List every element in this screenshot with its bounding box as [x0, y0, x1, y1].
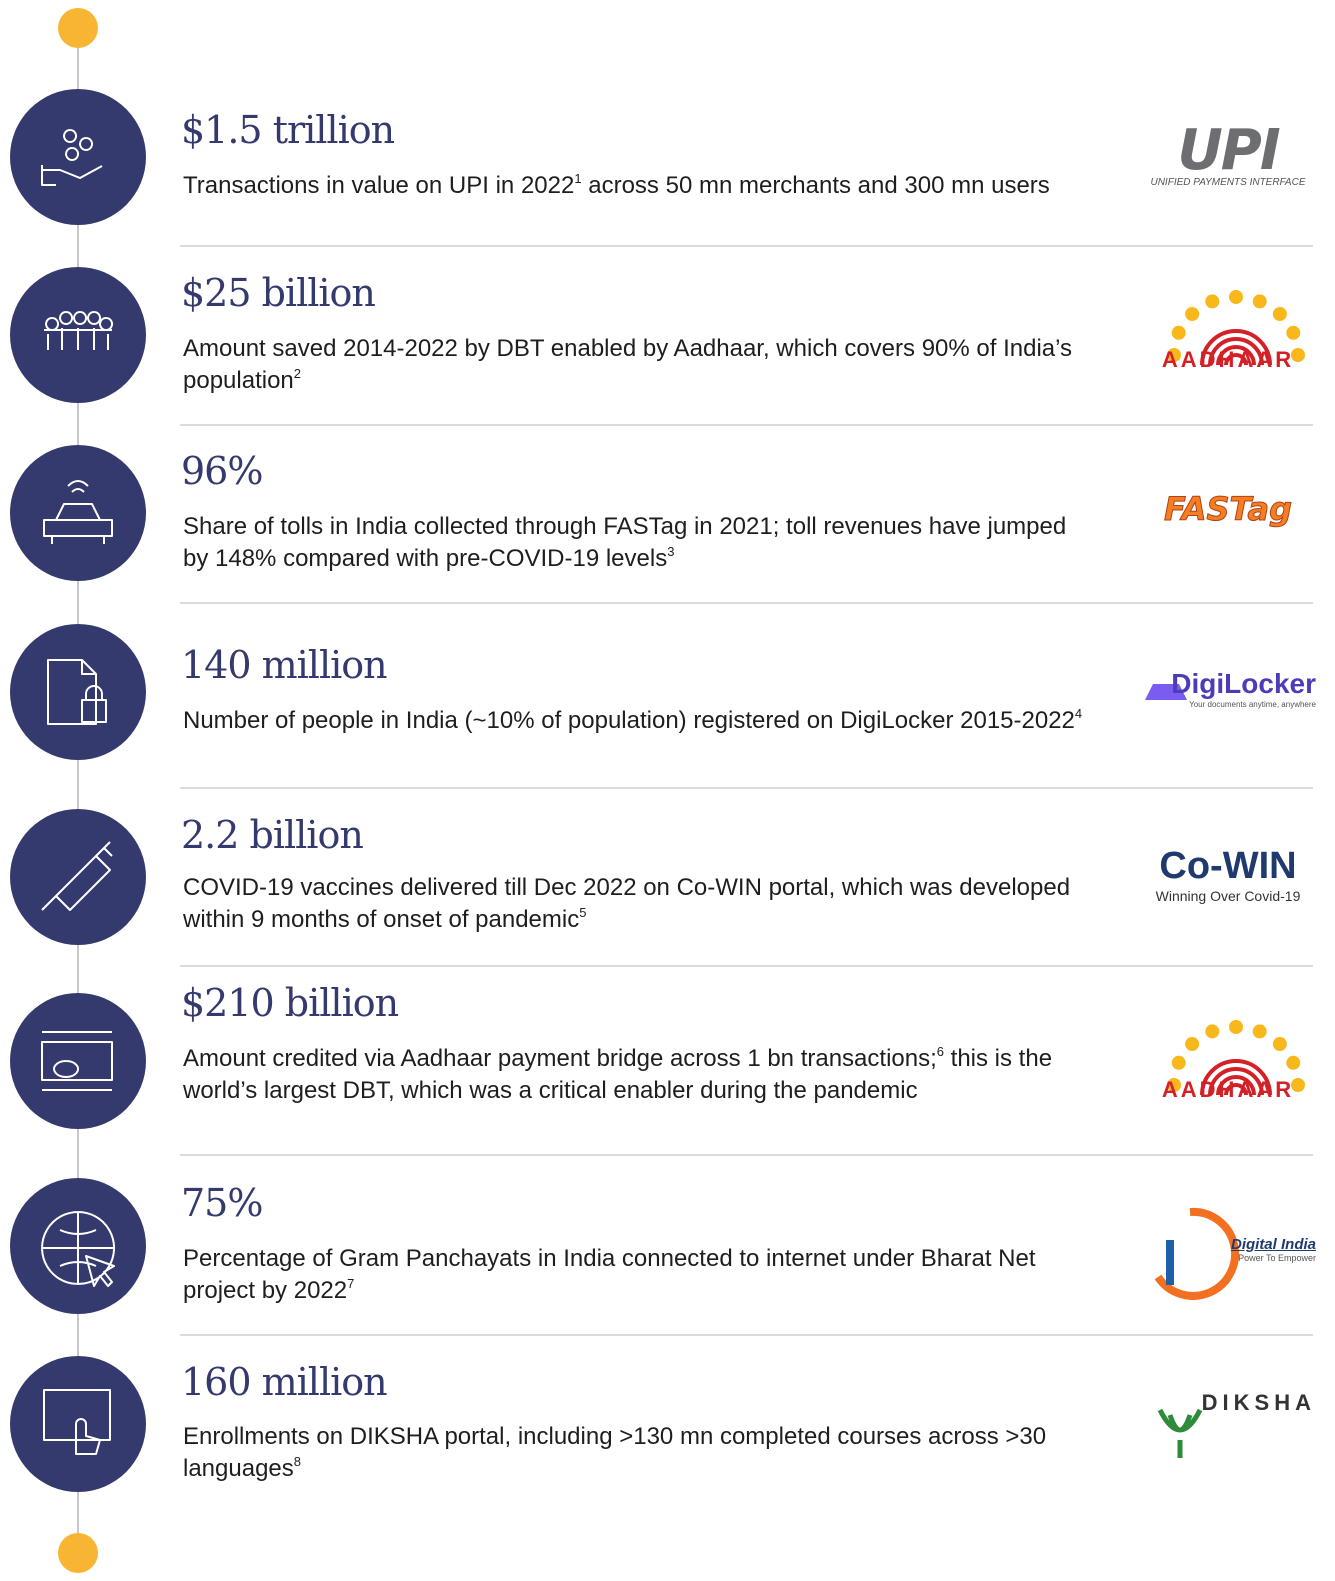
logo-tagline: Winning Over Covid-19	[1155, 888, 1301, 904]
logo-ray	[1291, 348, 1305, 362]
icon-circle	[10, 445, 146, 581]
logo-print	[1216, 1075, 1256, 1096]
headline: 160 million	[181, 1360, 388, 1404]
description-text: Transactions in value on UPI in 2022	[183, 172, 575, 199]
description-text: Amount saved 2014-2022 by DBT enabled by…	[183, 335, 1073, 394]
logo-ray	[1272, 306, 1287, 321]
description-text: Share of tolls in India collected throug…	[183, 513, 1067, 572]
logo-ray	[1185, 1036, 1200, 1051]
logo-ray	[1171, 325, 1186, 340]
icon	[41, 129, 103, 186]
description: Amount saved 2014-2022 by DBT enabled by…	[183, 333, 1083, 397]
icon-circle	[10, 1356, 146, 1492]
logo: Digital India Power To Empower	[1140, 1200, 1316, 1263]
logo-ray	[1291, 1078, 1305, 1092]
footnote: 1	[574, 171, 582, 186]
logo-ray	[1272, 1036, 1287, 1051]
logo: Co-WIN Winning Over Covid-19	[1140, 845, 1316, 904]
description-text: Amount credited via Aadhaar payment brid…	[183, 1045, 937, 1072]
logo-ray	[1185, 306, 1200, 321]
logo-print	[1224, 353, 1248, 366]
logo-print	[1200, 1059, 1272, 1096]
icon	[44, 311, 114, 350]
icon	[41, 841, 113, 911]
logo-print	[1208, 337, 1264, 366]
logo-mark	[1157, 1408, 1203, 1458]
logo-ray	[1167, 1078, 1181, 1092]
description-text: across 50 mn merchants and 300 mn users	[581, 172, 1050, 199]
icon	[41, 1031, 113, 1091]
logo: DIKSHA	[1140, 1390, 1316, 1416]
icon	[43, 1389, 111, 1455]
headline: $25 billion	[181, 271, 376, 315]
footnote: 2	[293, 366, 301, 381]
logo-name: AADHAAR	[1161, 347, 1295, 372]
logo-name: AADHAAR	[1161, 1077, 1295, 1102]
footnote: 5	[579, 905, 587, 920]
description: Enrollments on DIKSHA portal, including …	[183, 1421, 1083, 1485]
icon-circle	[10, 993, 146, 1129]
description-text: Enrollments on DIKSHA portal, including …	[183, 1423, 1047, 1482]
logo-ray	[1252, 1024, 1267, 1039]
headline: $210 billion	[181, 981, 399, 1025]
headline: $1.5 trillion	[181, 108, 395, 152]
logo-tagline: UNIFIED PAYMENTS INTERFACE	[1150, 177, 1306, 188]
logo-ray	[1229, 1020, 1243, 1034]
logo: DigiLocker Your documents anytime, anywhe…	[1140, 668, 1316, 709]
logo-name: UPI	[1177, 118, 1280, 183]
logo-ray	[1167, 348, 1181, 362]
description: Share of tolls in India collected throug…	[183, 511, 1083, 575]
description: Number of people in India (~10% of popul…	[183, 705, 1083, 737]
icon	[43, 480, 113, 544]
icon-circle	[10, 624, 146, 760]
logo: UPI UNIFIED PAYMENTS INTERFACE	[1140, 118, 1316, 189]
description: Percentage of Gram Panchayats in India c…	[183, 1243, 1083, 1307]
logo-name: Co-WIN	[1159, 845, 1297, 887]
logo-name: Digital India	[1230, 1236, 1316, 1253]
logo-ray	[1286, 1055, 1301, 1070]
logo-ray	[1252, 294, 1267, 309]
icon	[47, 659, 107, 725]
logo-name: DigiLocker	[1171, 668, 1316, 699]
headline: 140 million	[181, 643, 388, 687]
logo-name: DIKSHA	[1201, 1390, 1316, 1415]
headline: 2.2 billion	[181, 813, 364, 857]
headline: 96%	[181, 449, 263, 493]
logo-print	[1224, 1083, 1248, 1096]
logo-print	[1200, 329, 1272, 366]
description: Transactions in value on UPI in 20221 ac…	[183, 170, 1083, 202]
logo-ray	[1229, 290, 1243, 304]
footnote: 7	[347, 1276, 355, 1291]
footnote: 8	[293, 1454, 301, 1469]
logo-tagline: Power To Empower	[1238, 1253, 1316, 1263]
logo-mark	[1145, 684, 1187, 700]
description-text: this is the world’s largest DBT, which w…	[183, 1045, 1053, 1104]
description-text: Number of people in India (~10% of popul…	[183, 707, 1075, 734]
logo-ray	[1171, 1055, 1186, 1070]
logo-ray	[1205, 294, 1220, 309]
footnote: 6	[936, 1044, 944, 1059]
description-text: COVID-19 vaccines delivered till Dec 202…	[183, 874, 1071, 933]
description-text: Percentage of Gram Panchayats in India c…	[183, 1245, 1036, 1304]
logo-mark	[1154, 1207, 1240, 1300]
logo-tagline: Your documents anytime, anywhere	[1189, 700, 1316, 709]
logo-ray	[1286, 325, 1301, 340]
footnote: 4	[1074, 706, 1083, 721]
logo-print	[1216, 345, 1256, 366]
logo-name: FASTag	[1163, 490, 1293, 529]
logo: FASTag	[1140, 490, 1316, 529]
logo-ray	[1205, 1024, 1220, 1039]
logo: AADHAAR	[1140, 285, 1316, 373]
headline: 75%	[181, 1181, 263, 1225]
footnote: 3	[667, 544, 675, 559]
icon-circle	[10, 809, 146, 945]
description: Amount credited via Aadhaar payment brid…	[183, 1043, 1083, 1107]
logo-print	[1208, 1067, 1264, 1096]
logo: AADHAAR	[1140, 1015, 1316, 1103]
description: COVID-19 vaccines delivered till Dec 202…	[183, 872, 1083, 936]
icon	[41, 1211, 115, 1287]
